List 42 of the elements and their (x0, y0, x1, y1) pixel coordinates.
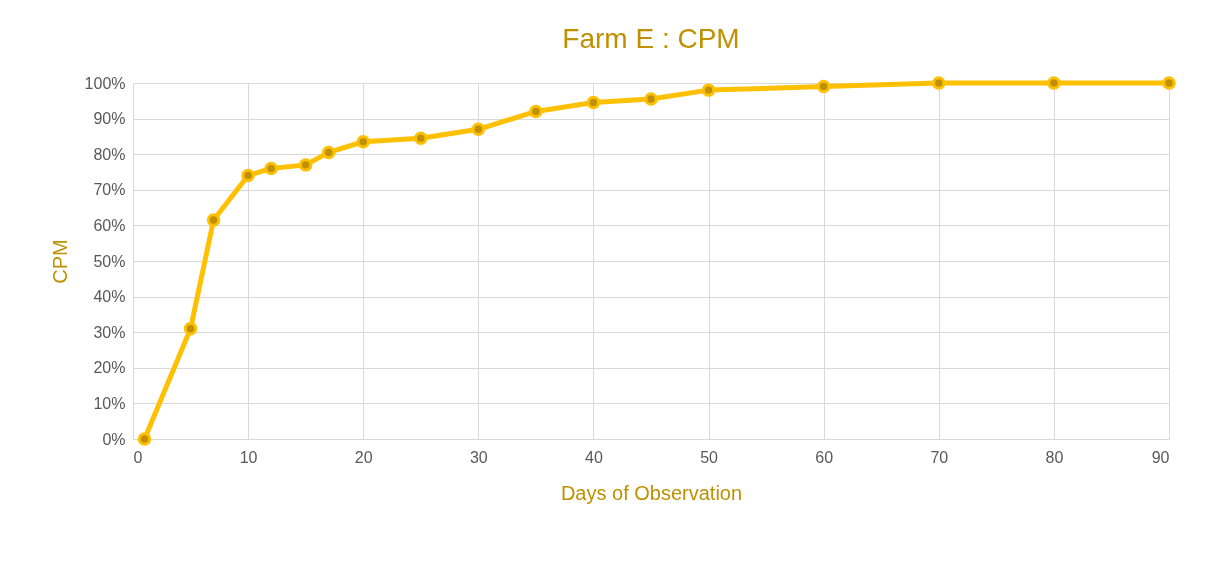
point (644, 92, 658, 106)
point (137, 432, 152, 446)
point (414, 131, 428, 145)
y-tick-label: 20% (93, 359, 126, 377)
y-tick-label: 50% (93, 252, 126, 270)
x-tick-label: 0 (133, 448, 143, 466)
x-tick-label: 70 (930, 448, 949, 466)
y-tick-label: 100% (84, 74, 126, 92)
y-tick-label: 40% (93, 288, 126, 306)
point (264, 161, 278, 176)
x-tick-label: 90 (1151, 448, 1170, 466)
x-tick-label: 30 (469, 448, 488, 466)
chart-title: Farm E : CPM (562, 22, 740, 54)
y-tick-label: 30% (93, 323, 126, 341)
point (356, 135, 370, 149)
x-tick-label: 20 (354, 448, 373, 466)
point (529, 104, 543, 119)
y-tick-label: 90% (93, 110, 126, 128)
point (932, 76, 946, 90)
x-tick-label: 80 (1045, 448, 1064, 466)
y-axis-title: CPM (48, 239, 71, 284)
point (241, 168, 255, 183)
x-tick-label: 60 (815, 448, 834, 466)
point (586, 95, 601, 110)
point (816, 79, 831, 94)
x-tick-label: 40 (585, 448, 603, 466)
y-tick-label: 10% (93, 394, 126, 412)
point (471, 122, 486, 137)
point (298, 158, 313, 172)
y-tick-label: 80% (93, 145, 126, 163)
point (321, 145, 336, 160)
point (1162, 76, 1176, 90)
point (701, 83, 716, 97)
point (183, 321, 198, 336)
point (206, 213, 221, 227)
x-axis-title: Days of Observation (560, 481, 743, 504)
y-tick-label: 60% (93, 216, 126, 234)
y-tick-label: 0% (102, 430, 126, 448)
x-tick-label: 50 (700, 448, 719, 466)
point (1047, 76, 1061, 90)
x-tick-label: 10 (239, 448, 258, 466)
y-tick-label: 70% (93, 181, 126, 199)
